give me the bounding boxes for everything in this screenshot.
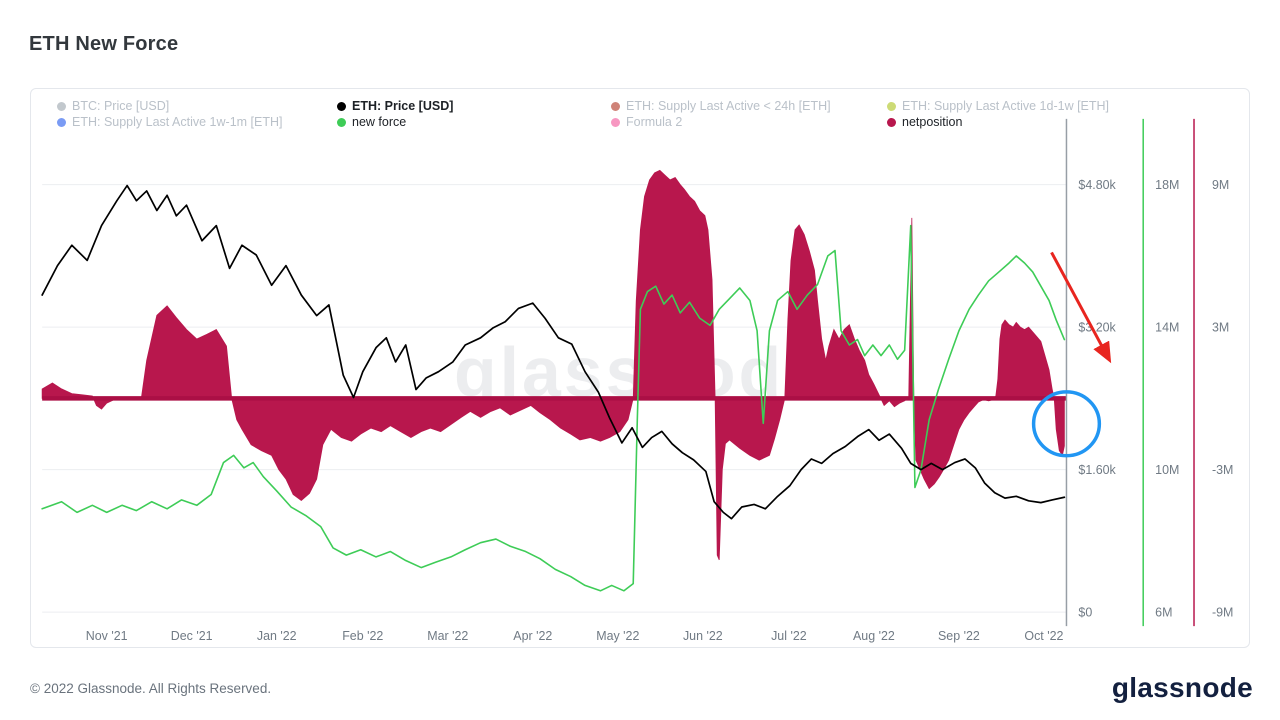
legend-item-eth-supply-last-active-1d-1w-eth[interactable]: ETH: Supply Last Active 1d-1w [ETH] xyxy=(887,99,1109,113)
legend-label: ETH: Price [USD] xyxy=(352,99,454,113)
legend-label: Formula 2 xyxy=(626,115,683,129)
x-tick-label: Jan '22 xyxy=(257,629,297,643)
annotation-circle xyxy=(1031,390,1102,458)
netposition-tick-label: 3M xyxy=(1212,321,1229,335)
chart-legend: BTC: Price [USD] ETH: Price [USD] ETH: Sup… xyxy=(31,89,1249,647)
chart-card: glassnode$4.80k$3.20k$1.60k$018M14M10M6M… xyxy=(30,88,1250,648)
legend-color-dot-icon xyxy=(57,101,66,111)
legend-color-dot-icon xyxy=(887,101,896,111)
x-tick-label: Aug '22 xyxy=(853,629,895,643)
legend-item-eth-supply-last-active-1w-1m-eth[interactable]: ETH: Supply Last Active 1w-1m [ETH] xyxy=(57,115,283,129)
legend-item-new-force[interactable]: new force xyxy=(337,115,406,129)
x-tick-label: Jun '22 xyxy=(683,629,723,643)
series-new-force xyxy=(41,224,1066,592)
x-tick-label: Nov '21 xyxy=(86,629,128,643)
glassnode-logo[interactable]: glassnode xyxy=(1111,672,1253,703)
newforce-tick-label: 6M xyxy=(1155,606,1172,620)
legend-color-dot-icon xyxy=(337,117,346,127)
legend-item-eth-supply-last-active-24h-eth[interactable]: ETH: Supply Last Active < 24h [ETH] xyxy=(611,99,831,113)
x-tick-label: Dec '21 xyxy=(171,629,213,643)
netposition-tick-label: -3M xyxy=(1212,463,1233,477)
x-tick-label: Apr '22 xyxy=(513,629,552,643)
legend-label: netposition xyxy=(902,115,963,129)
legend-item-netposition[interactable]: netposition xyxy=(887,115,962,129)
legend-label: BTC: Price [USD] xyxy=(72,99,170,113)
series-eth-price-usd xyxy=(41,184,1066,520)
legend-color-dot-icon xyxy=(887,117,896,127)
copyright-text: © 2022 Glassnode. All Rights Reserved. xyxy=(30,680,272,696)
legend-label: ETH: Supply Last Active < 24h [ETH] xyxy=(626,99,831,113)
page-title: ETH New Force xyxy=(29,33,179,55)
x-tick-label: Oct '22 xyxy=(1024,629,1063,643)
x-tick-label: Mar '22 xyxy=(427,629,468,643)
price-tick-label: $0 xyxy=(1078,606,1092,620)
price-tick-label: $1.60k xyxy=(1078,463,1116,477)
x-tick-label: May '22 xyxy=(596,629,639,643)
chart-canvas[interactable]: glassnode$4.80k$3.20k$1.60k$018M14M10M6M… xyxy=(31,89,1249,647)
x-tick-label: Jul '22 xyxy=(771,629,807,643)
price-tick-label: $3.20k xyxy=(1078,321,1116,335)
netposition-tick-label: 9M xyxy=(1212,178,1229,192)
legend-color-dot-icon xyxy=(57,117,66,127)
annotation-arrow xyxy=(1050,251,1112,364)
legend-label: new force xyxy=(352,115,407,129)
newforce-tick-label: 10M xyxy=(1155,463,1179,477)
legend-item-formula-2[interactable]: Formula 2 xyxy=(611,115,682,129)
series-netposition-area xyxy=(41,169,1065,561)
legend-item-eth-price-usd[interactable]: ETH: Price [USD] xyxy=(337,99,453,113)
price-tick-label: $4.80k xyxy=(1078,178,1116,192)
legend-item-btc-price-usd[interactable]: BTC: Price [USD] xyxy=(57,99,169,113)
newforce-tick-label: 14M xyxy=(1155,321,1179,335)
x-tick-label: Sep '22 xyxy=(938,629,980,643)
legend-label: ETH: Supply Last Active 1w-1m [ETH] xyxy=(72,115,283,129)
netposition-tick-label: -9M xyxy=(1212,606,1233,620)
legend-label: ETH: Supply Last Active 1d-1w [ETH] xyxy=(902,99,1110,113)
newforce-tick-label: 18M xyxy=(1155,178,1179,192)
x-tick-label: Feb '22 xyxy=(342,629,383,643)
footer: © 2022 Glassnode. All Rights Reserved. g… xyxy=(30,664,1253,712)
legend-color-dot-icon xyxy=(337,101,346,111)
legend-color-dot-icon xyxy=(611,117,620,127)
legend-color-dot-icon xyxy=(611,101,620,111)
